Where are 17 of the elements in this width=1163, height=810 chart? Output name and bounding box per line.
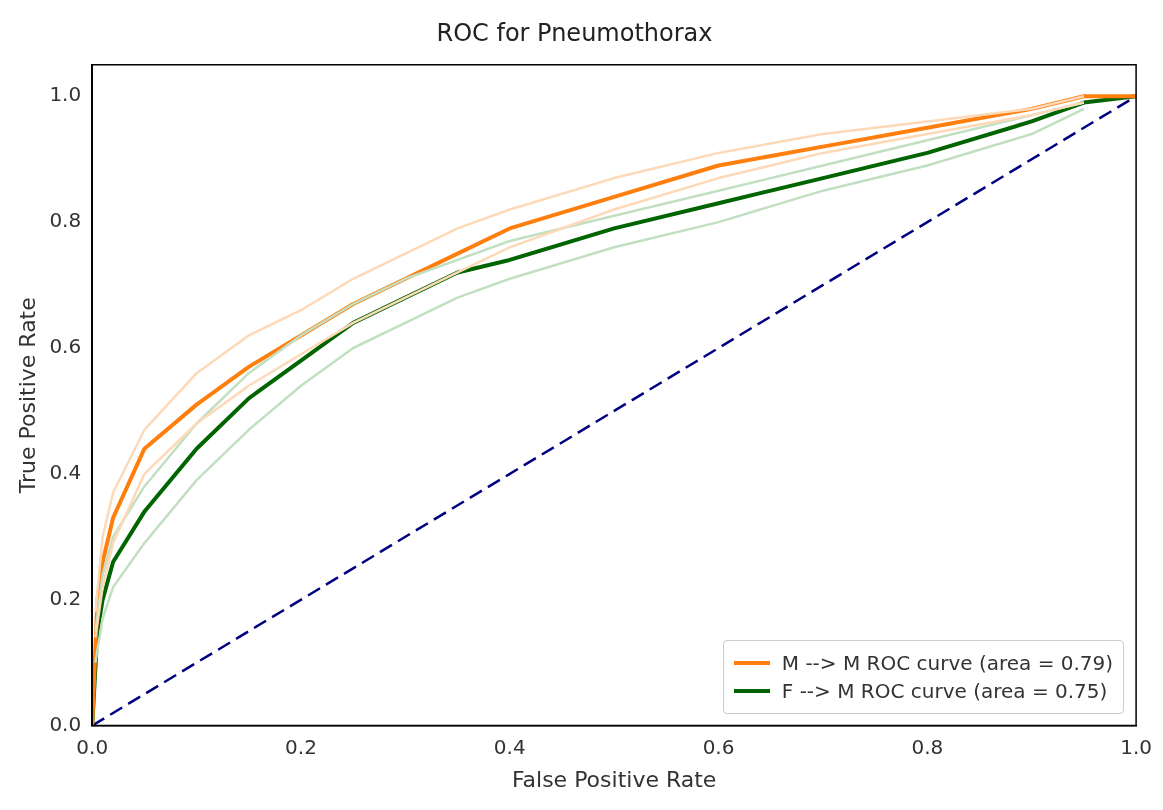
y-tick-label: 0.0	[49, 711, 82, 736]
x-tick-label: 0.2	[285, 734, 317, 759]
legend-label: M --> M ROC curve (area = 0.79)	[781, 650, 1114, 675]
y-tick-label: 0.4	[49, 460, 82, 485]
x-tick-label: 0.0	[76, 734, 109, 759]
x-tick-label: 0.8	[911, 734, 944, 759]
x-axis-title: False Positive Rate	[511, 766, 717, 792]
x-tick-label: 1.0	[1120, 734, 1152, 759]
y-axis-title: True Positive Rate	[14, 297, 40, 495]
chart-title: ROC for Pneumothorax	[436, 18, 713, 47]
legend-label: F --> M ROC curve (area = 0.75)	[781, 678, 1108, 703]
x-tick-label: 0.6	[702, 734, 735, 759]
y-tick-label: 0.6	[49, 334, 82, 359]
x-tick-label: 0.4	[493, 734, 526, 759]
y-tick-label: 0.2	[49, 585, 82, 610]
y-tick-label: 0.8	[49, 208, 82, 233]
y-tick-label: 1.0	[49, 82, 82, 107]
